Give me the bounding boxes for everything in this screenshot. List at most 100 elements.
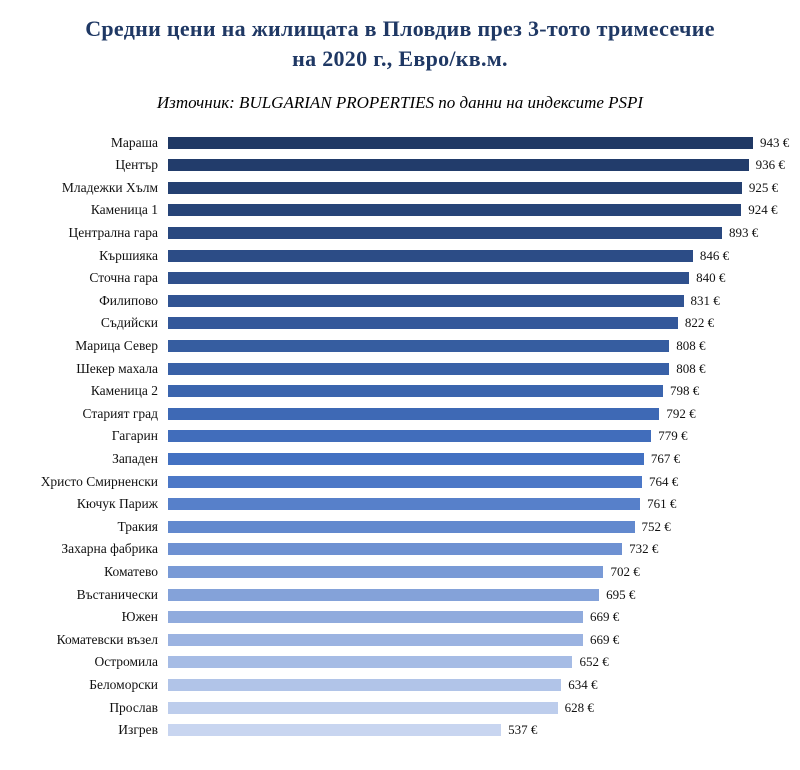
chart-row: Изгрев 537 € — [0, 719, 800, 742]
chart-row: Старият град 792 € — [0, 403, 800, 426]
chart-row: Беломорски 634 € — [0, 674, 800, 697]
bar — [168, 362, 670, 375]
bar-value: 669 € — [590, 609, 620, 625]
bar-label: Въстанически — [76, 586, 158, 602]
bar-label: Централна гара — [68, 225, 159, 241]
bar-value: 702 € — [610, 563, 640, 579]
bar-chart: Мараша 943 € Център 936 € Младежки Хълм 925 €… — [0, 131, 800, 741]
bar-value: 893 € — [728, 225, 759, 241]
bar — [168, 159, 749, 172]
bar-value: 943 € — [760, 134, 790, 150]
bar-value: 695 € — [606, 586, 636, 602]
bar — [168, 678, 562, 691]
bar-value: 761 € — [647, 496, 677, 512]
bar-value: 779 € — [658, 428, 688, 444]
chart-row: Съдийски 822 € — [0, 312, 800, 335]
bar-label: Марица Север — [75, 338, 158, 354]
bar — [168, 588, 600, 601]
chart-row: Мараша 943 € — [0, 131, 800, 154]
chart-row: Централна гара 893 € — [0, 222, 800, 245]
bar — [168, 498, 641, 511]
bar — [168, 385, 664, 398]
bar — [168, 452, 644, 465]
chart-row: Каменица 1 924 € — [0, 199, 800, 222]
bar-value: 669 € — [590, 631, 620, 647]
bar — [168, 204, 742, 217]
chart-row: Остромила 652 € — [0, 651, 800, 674]
bar — [168, 701, 558, 714]
chart-row: Марица Север 808 € — [0, 335, 800, 358]
chart-title: Средни цени на жилищата в Пловдив през 3… — [85, 16, 715, 71]
bar-label: Гагарин — [111, 428, 158, 444]
bar — [168, 611, 584, 624]
bar-value: 846 € — [699, 247, 730, 263]
bar-value: 925 € — [748, 179, 779, 195]
bar-label: Филипово — [99, 292, 158, 308]
bar-label: Захарна фабрика — [61, 541, 158, 557]
bar-value: 808 € — [676, 360, 706, 376]
chart-row: Тракия 752 € — [0, 515, 800, 538]
bar-value: 752 € — [641, 518, 671, 534]
bar-label: Кючук Париж — [76, 496, 158, 512]
bar-label: Сточна гара — [89, 270, 158, 286]
bar — [168, 656, 573, 669]
bar-label: Младежки Хълм — [61, 179, 158, 195]
bar-value: 936 € — [755, 157, 785, 173]
bar-value: 767 € — [650, 450, 681, 466]
chart-row: Христо Смирненски 764 € — [0, 470, 800, 493]
bar-label: Каменица 1 — [90, 202, 158, 218]
chart-row: Филипово 831 € — [0, 290, 800, 313]
bar-label: Старият град — [82, 405, 159, 421]
bar-label: Коматево — [104, 563, 158, 579]
bar — [168, 317, 678, 330]
bar — [168, 565, 604, 578]
chart-row: Западен 767 € — [0, 448, 800, 471]
bar-label: Остромила — [94, 654, 158, 670]
chart-row: Каменица 2 798 € — [0, 380, 800, 403]
chart-row: Захарна фабрика 732 € — [0, 538, 800, 561]
bar-value: 831 € — [690, 292, 720, 308]
bar-label: Изгрев — [118, 722, 158, 738]
bar-label: Коматевски възел — [56, 631, 158, 647]
bar-value: 732 € — [629, 541, 659, 557]
bar — [168, 724, 502, 737]
chart-row: Сточна гара 840 € — [0, 267, 800, 290]
bar-value: 792 € — [666, 405, 696, 421]
bar-value: 924 € — [748, 202, 778, 218]
bar-value: 628 € — [564, 699, 594, 715]
bar — [168, 227, 722, 240]
bar-value: 537 € — [508, 722, 538, 738]
bar-value: 822 € — [684, 315, 715, 331]
chart-subtitle: Източник: BULGARIAN PROPERTIES по данни … — [156, 93, 644, 113]
bar-value: 798 € — [670, 383, 700, 399]
bar — [168, 520, 635, 533]
bar — [168, 407, 660, 420]
bar-value: 634 € — [568, 676, 598, 692]
bar-label: Южен — [121, 609, 158, 625]
bar — [168, 136, 753, 149]
bar-label: Западен — [112, 450, 158, 466]
bar-label: Христо Смирненски — [40, 473, 158, 489]
bar — [168, 475, 642, 488]
chart-row: Кючук Париж 761 € — [0, 493, 800, 516]
bar — [168, 181, 742, 194]
chart-row: Гагарин 779 € — [0, 425, 800, 448]
chart-row: Кършияка 846 € — [0, 244, 800, 267]
bar-label: Тракия — [117, 518, 158, 534]
bar-label: Мараша — [110, 134, 158, 150]
bar-label: Съдийски — [100, 315, 158, 331]
chart-row: Южен 669 € — [0, 606, 800, 629]
bar-value: 652 € — [579, 654, 609, 670]
bar — [168, 340, 670, 353]
bar-label: Шекер махала — [76, 360, 158, 376]
bar-value: 764 € — [648, 473, 679, 489]
chart-row: Шекер махала 808 € — [0, 357, 800, 380]
bar — [168, 272, 690, 285]
bar — [168, 430, 652, 443]
chart-row: Коматевски възел 669 € — [0, 628, 800, 651]
chart-row: Въстанически 695 € — [0, 583, 800, 606]
chart-row: Коматево 702 € — [0, 561, 800, 584]
bar-label: Прослав — [109, 699, 158, 715]
bar — [168, 543, 623, 556]
